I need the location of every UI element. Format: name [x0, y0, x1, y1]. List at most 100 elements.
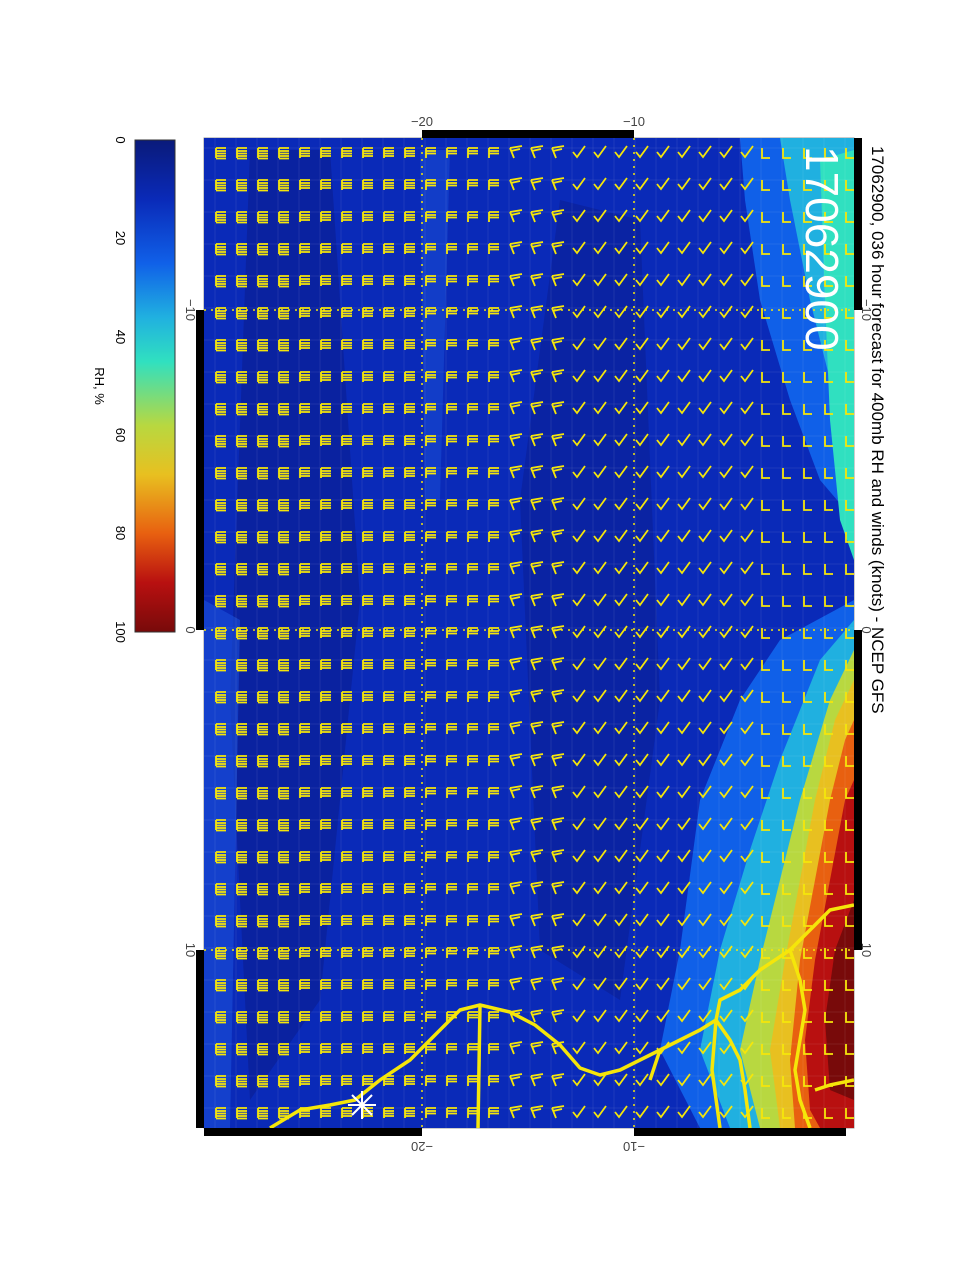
wind-barb: [299, 339, 310, 350]
wind-barb: [761, 180, 770, 191]
wind-barb: [677, 465, 691, 479]
wind-barb: [635, 241, 649, 255]
wind-barb: [614, 1073, 628, 1087]
wind-barb: [656, 625, 670, 639]
wind-barb: [677, 881, 691, 895]
wind-barb: [551, 1105, 565, 1119]
wind-barb: [614, 497, 628, 511]
wind-barb: [845, 884, 854, 895]
wind-barb: [278, 179, 289, 192]
wind-barb: [635, 561, 649, 575]
wind-barb: [698, 1105, 712, 1119]
wind-barb: [257, 531, 268, 544]
wind-barb: [509, 977, 523, 991]
wind-barb: [425, 499, 436, 510]
wind-barb: [467, 403, 478, 414]
wind-barb: [425, 467, 436, 478]
wind-barb: [341, 531, 352, 542]
wind-barb: [824, 372, 833, 383]
wind-barb: [740, 945, 754, 959]
wind-barb: [656, 241, 670, 255]
wind-barb: [467, 1107, 478, 1118]
wind-barb: [551, 721, 565, 735]
wind-barb: [257, 179, 268, 192]
wind-barb: [635, 401, 649, 415]
wind-barb: [677, 273, 691, 287]
wind-barb: [362, 467, 373, 478]
wind-barb: [740, 177, 754, 191]
wind-barb: [446, 1043, 457, 1054]
wind-barb: [530, 785, 544, 799]
wind-barb: [509, 881, 523, 895]
wind-barb: [446, 1075, 457, 1086]
wind-barb: [320, 627, 331, 638]
wind-barb: [404, 755, 415, 766]
wind-barb: [446, 179, 457, 190]
wind-barb: [782, 404, 791, 415]
wind-barb: [782, 1108, 791, 1119]
wind-barb: [467, 371, 478, 382]
wind-barb: [698, 593, 712, 607]
wind-barb: [236, 1011, 247, 1024]
wind-barb: [236, 403, 247, 416]
wind-barb: [425, 179, 436, 190]
wind-barb: [635, 945, 649, 959]
wind-barb: [698, 529, 712, 543]
wind-barb: [383, 787, 394, 798]
wind-barb: [824, 756, 833, 767]
wind-barb: [551, 881, 565, 895]
wind-barb: [278, 723, 289, 736]
wind-barb: [551, 145, 565, 159]
colorbar-tick-100: 100: [113, 621, 128, 643]
wind-barb: [761, 212, 770, 223]
wind-barb: [719, 817, 733, 831]
wind-barb: [782, 564, 791, 575]
wind-barb: [488, 179, 499, 190]
wind-barb: [362, 723, 373, 734]
wind-barb: [572, 913, 586, 927]
wind-barb: [509, 625, 523, 639]
wind-barb: [215, 467, 226, 480]
wind-barb: [719, 433, 733, 447]
wind-barb: [677, 241, 691, 255]
wind-barb: [593, 305, 607, 319]
wind-barb: [824, 948, 833, 959]
wind-barb: [383, 691, 394, 702]
wind-barb: [530, 337, 544, 351]
wind-barb: [404, 1075, 415, 1086]
wind-barb: [845, 340, 854, 351]
wind-barb: [845, 628, 854, 639]
wind-barb: [845, 148, 854, 159]
wind-barb: [635, 689, 649, 703]
wind-barb: [257, 403, 268, 416]
wind-barb: [383, 1011, 394, 1022]
wind-barb: [782, 1044, 791, 1055]
wind-barb: [257, 979, 268, 992]
wind-barb: [719, 401, 733, 415]
wind-barb: [824, 724, 833, 735]
wind-barb: [677, 529, 691, 543]
wind-barb: [572, 273, 586, 287]
wind-barb: [782, 1076, 791, 1087]
wind-barb: [719, 785, 733, 799]
wind-barb: [215, 339, 226, 352]
wind-barb: [383, 467, 394, 478]
wind-barb: [257, 211, 268, 224]
wind-barb: [845, 980, 854, 991]
wind-barb: [509, 177, 523, 191]
wind-barb: [509, 561, 523, 575]
wind-barb: [572, 433, 586, 447]
wind-barb: [488, 371, 499, 382]
wind-barb: [383, 1107, 394, 1118]
wind-barb: [278, 147, 289, 160]
wind-barb: [278, 947, 289, 960]
wind-barb: [341, 307, 352, 318]
wind-barb: [656, 913, 670, 927]
wind-barb: [488, 563, 499, 574]
wind-barb: [677, 785, 691, 799]
wind-barb: [446, 307, 457, 318]
wind-barb: [824, 1012, 833, 1023]
wind-barb: [572, 529, 586, 543]
wind-barb: [278, 1043, 289, 1056]
wind-barb: [824, 1108, 833, 1119]
